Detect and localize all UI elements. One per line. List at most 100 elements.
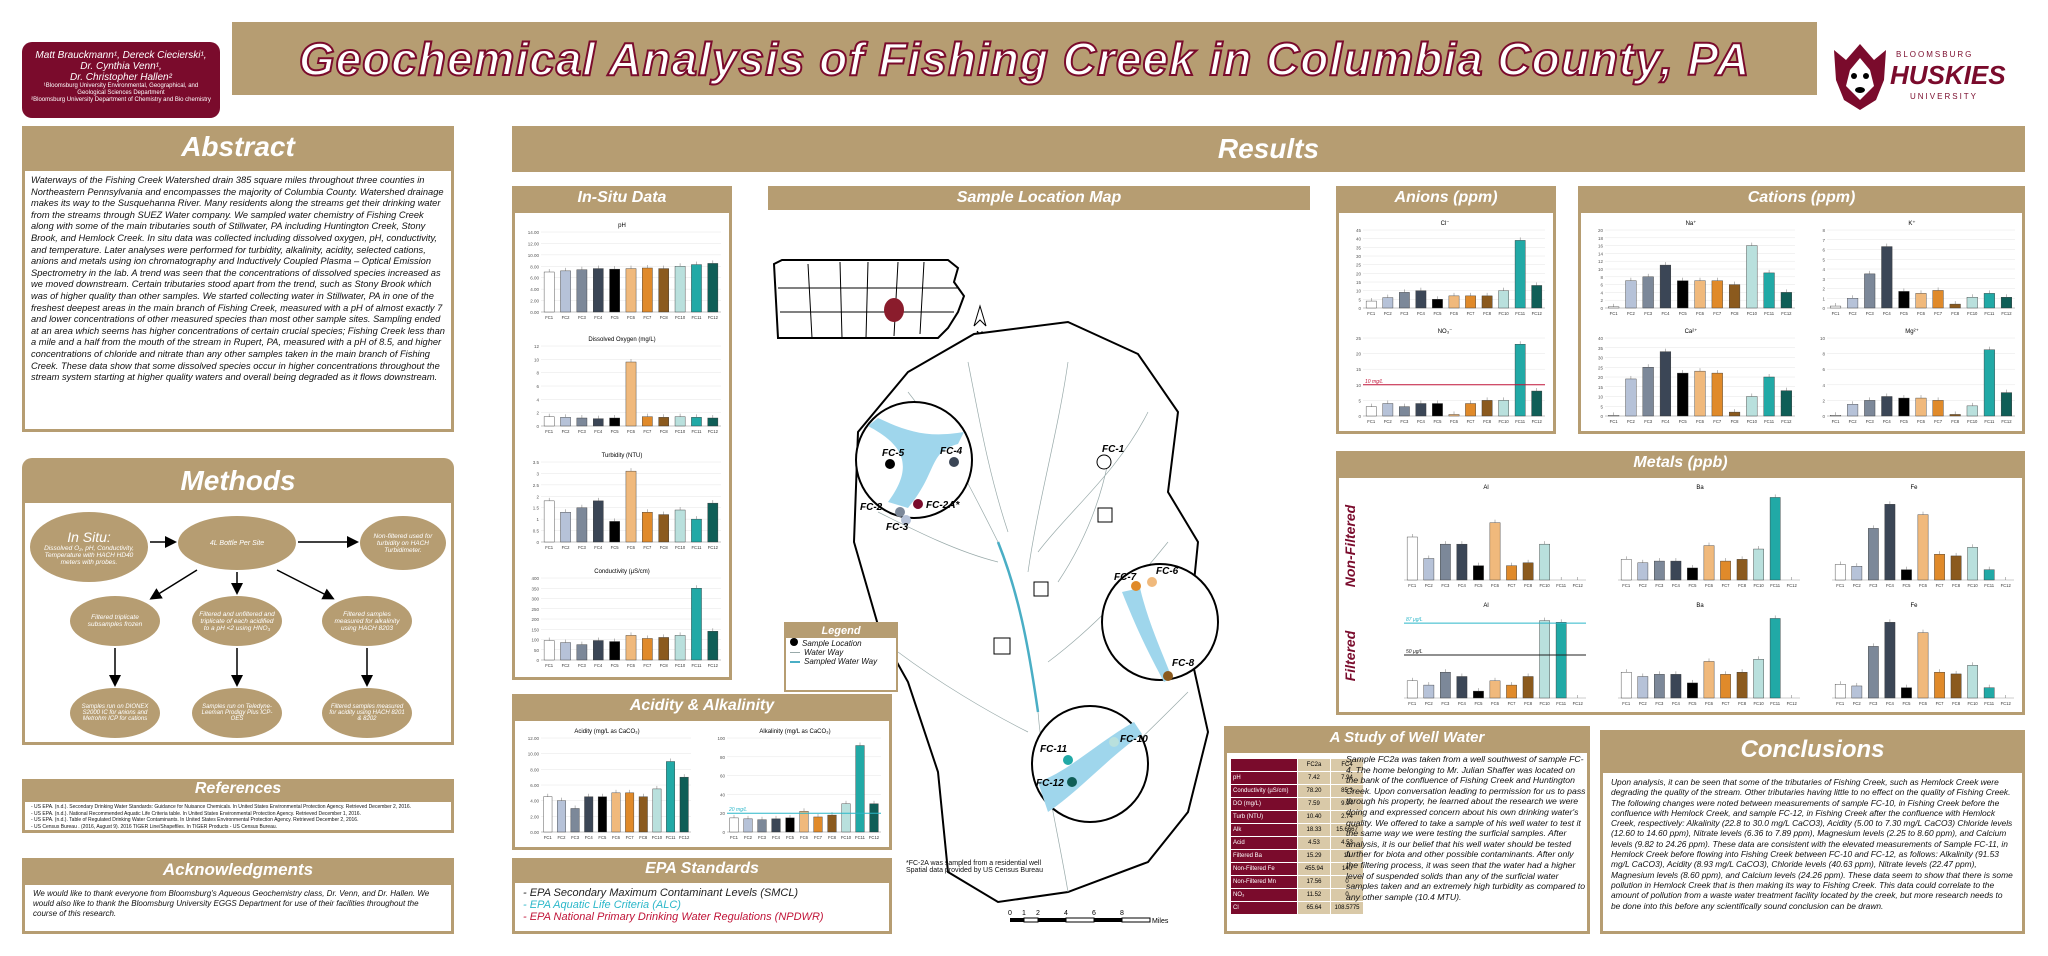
legend-item: Water Way	[786, 648, 896, 657]
category-label: FC2	[562, 663, 571, 668]
table-cell: Non-Filtered Fe	[1230, 862, 1298, 876]
category-label: FC4	[1661, 419, 1670, 424]
tick-label: 30	[1598, 356, 1604, 361]
category-label: FC7	[1713, 419, 1722, 424]
nonfiltered-ellipse: Non-filtered used for turbidity on HACH …	[360, 516, 446, 570]
category-label: FC1	[1836, 701, 1845, 706]
category-label: FC7	[643, 663, 652, 668]
category-label: FC2	[1384, 419, 1393, 424]
chart-title: Al	[1483, 485, 1488, 491]
bar	[1415, 290, 1427, 309]
tick-label: 2	[536, 411, 539, 416]
bar	[1864, 273, 1876, 309]
category-label: FC3	[1869, 583, 1878, 588]
tick-label: 45	[1356, 228, 1362, 233]
bar	[592, 418, 604, 427]
standard-label: 10 mg/L	[1365, 379, 1383, 385]
insitu-ellipse: In Situ: Dissolved O₂, pH, Conductivity,…	[30, 512, 148, 582]
map-header: Sample Location Map	[768, 186, 1310, 210]
well-header: A Study of Well Water	[1224, 726, 1590, 750]
pennsylvania-inset	[772, 259, 966, 339]
tick-label: 250	[531, 607, 539, 612]
bar	[1608, 415, 1620, 417]
bar	[1365, 406, 1377, 417]
scale-label: 2	[1036, 910, 1040, 917]
bar	[1382, 403, 1394, 417]
category-label: FC2	[1425, 701, 1434, 706]
category-label: FC7	[643, 429, 652, 434]
tick-label: 350	[531, 586, 539, 591]
tick-label: 0.5	[533, 529, 540, 534]
category-label: FC7	[1467, 419, 1476, 424]
chloride-chart: Cl⁻ 45 40 35 30 25 20 15 10 5 0 FC1 FC2 FC3 FC4 FC5 FC6 F…	[1356, 221, 1545, 316]
category-label: FC10	[1754, 701, 1765, 706]
category-label: FC2	[1853, 701, 1862, 706]
bar	[1966, 297, 1978, 309]
category-label: FC10	[1754, 583, 1765, 588]
chart-title: Turbidity (NTU)	[602, 453, 643, 459]
bar	[1966, 405, 1978, 417]
reference-item: - US EPA. (n.d.). Secondary Drinking Wat…	[31, 804, 412, 810]
category-label: FC4	[1883, 419, 1892, 424]
bar	[1934, 671, 1945, 699]
bar	[1932, 290, 1944, 309]
scale-label: 4	[1064, 910, 1068, 917]
category-label: FC2	[1849, 311, 1858, 316]
author-line-3: Dr. Christopher Hallen²	[70, 72, 172, 83]
category-label: FC12	[1787, 583, 1798, 588]
chart-title: NO₃⁻	[1438, 329, 1453, 335]
tick-label: 6.00	[530, 276, 539, 281]
category-label: FC4	[1672, 583, 1681, 588]
bar	[1654, 560, 1665, 581]
zoom-circle-east: FC-7 FC-6 FC-8	[1101, 563, 1219, 682]
bar	[1711, 372, 1723, 417]
chart-title: K⁺	[1908, 220, 1915, 227]
bar	[1423, 558, 1435, 581]
husky-head-icon	[1834, 44, 1886, 110]
bar	[813, 816, 823, 833]
acknowledgments-header: Acknowledgments	[22, 858, 454, 882]
category-label: FC10	[1540, 701, 1551, 706]
category-label: FC8	[1952, 701, 1961, 706]
scale-labels: 0 1 2 4 6 8 Miles	[1008, 910, 1169, 925]
bar	[1736, 671, 1748, 699]
bar	[1753, 659, 1764, 699]
category-label: FC8	[1951, 419, 1960, 424]
bar	[1703, 545, 1715, 581]
bar	[1531, 390, 1543, 417]
author-line-2: Dr. Cynthia Venn¹,	[80, 61, 162, 72]
bar	[679, 776, 689, 833]
bar	[597, 796, 607, 833]
bar	[1917, 514, 1929, 581]
bar	[785, 817, 795, 833]
acid-alk-charts: Acidity (mg/L as CaCO₃) 12.00 10.00 8.00 6.0…	[515, 722, 889, 846]
anions-header: Anions (ppm)	[1336, 186, 1556, 210]
fc1-marker	[1096, 454, 1112, 470]
category-label: FC8	[1524, 583, 1533, 588]
category-label: FC10	[1967, 311, 1978, 316]
potassium-chart: K⁺ 8 7 6 5 4 3 2 1 0 FC1 FC2 FC3 FC4 FC5 FC6 FC7 FC8 FC10 F…	[1822, 220, 2015, 316]
tick-label: 25	[1356, 263, 1362, 268]
bar	[1514, 240, 1526, 309]
tick-label: 10	[1598, 395, 1604, 400]
bar	[1769, 618, 1781, 699]
bar	[560, 417, 571, 427]
scale-bar	[1010, 917, 1151, 923]
title-banner: Geochemical Analysis of Fishing Creek in…	[232, 22, 1817, 95]
svg-text:FC-6: FC-6	[1156, 566, 1179, 577]
category-label: FC11	[691, 545, 702, 550]
category-label: FC11	[1764, 419, 1775, 424]
category-label: FC6	[627, 545, 636, 550]
tick-label: 6	[1822, 367, 1825, 372]
table-cell: 2.74	[1330, 810, 1364, 824]
bar	[1728, 284, 1741, 309]
table-cell: 15.29	[1297, 849, 1331, 863]
conductivity-chart: Conductivity (µS/cm) 400 350 300 250 200 150 10…	[531, 569, 721, 668]
category-label: FC2	[1627, 311, 1636, 316]
category-label: FC2	[557, 835, 566, 840]
affiliation-1: ¹Bloomsburg University Environmental, Ge…	[43, 83, 199, 96]
category-label: FC4	[1458, 701, 1467, 706]
bar	[1406, 680, 1418, 699]
category-label: FC3	[1400, 419, 1409, 424]
table-row: Conductivity (µS/cm) 78.20 85.3	[1230, 784, 1364, 798]
